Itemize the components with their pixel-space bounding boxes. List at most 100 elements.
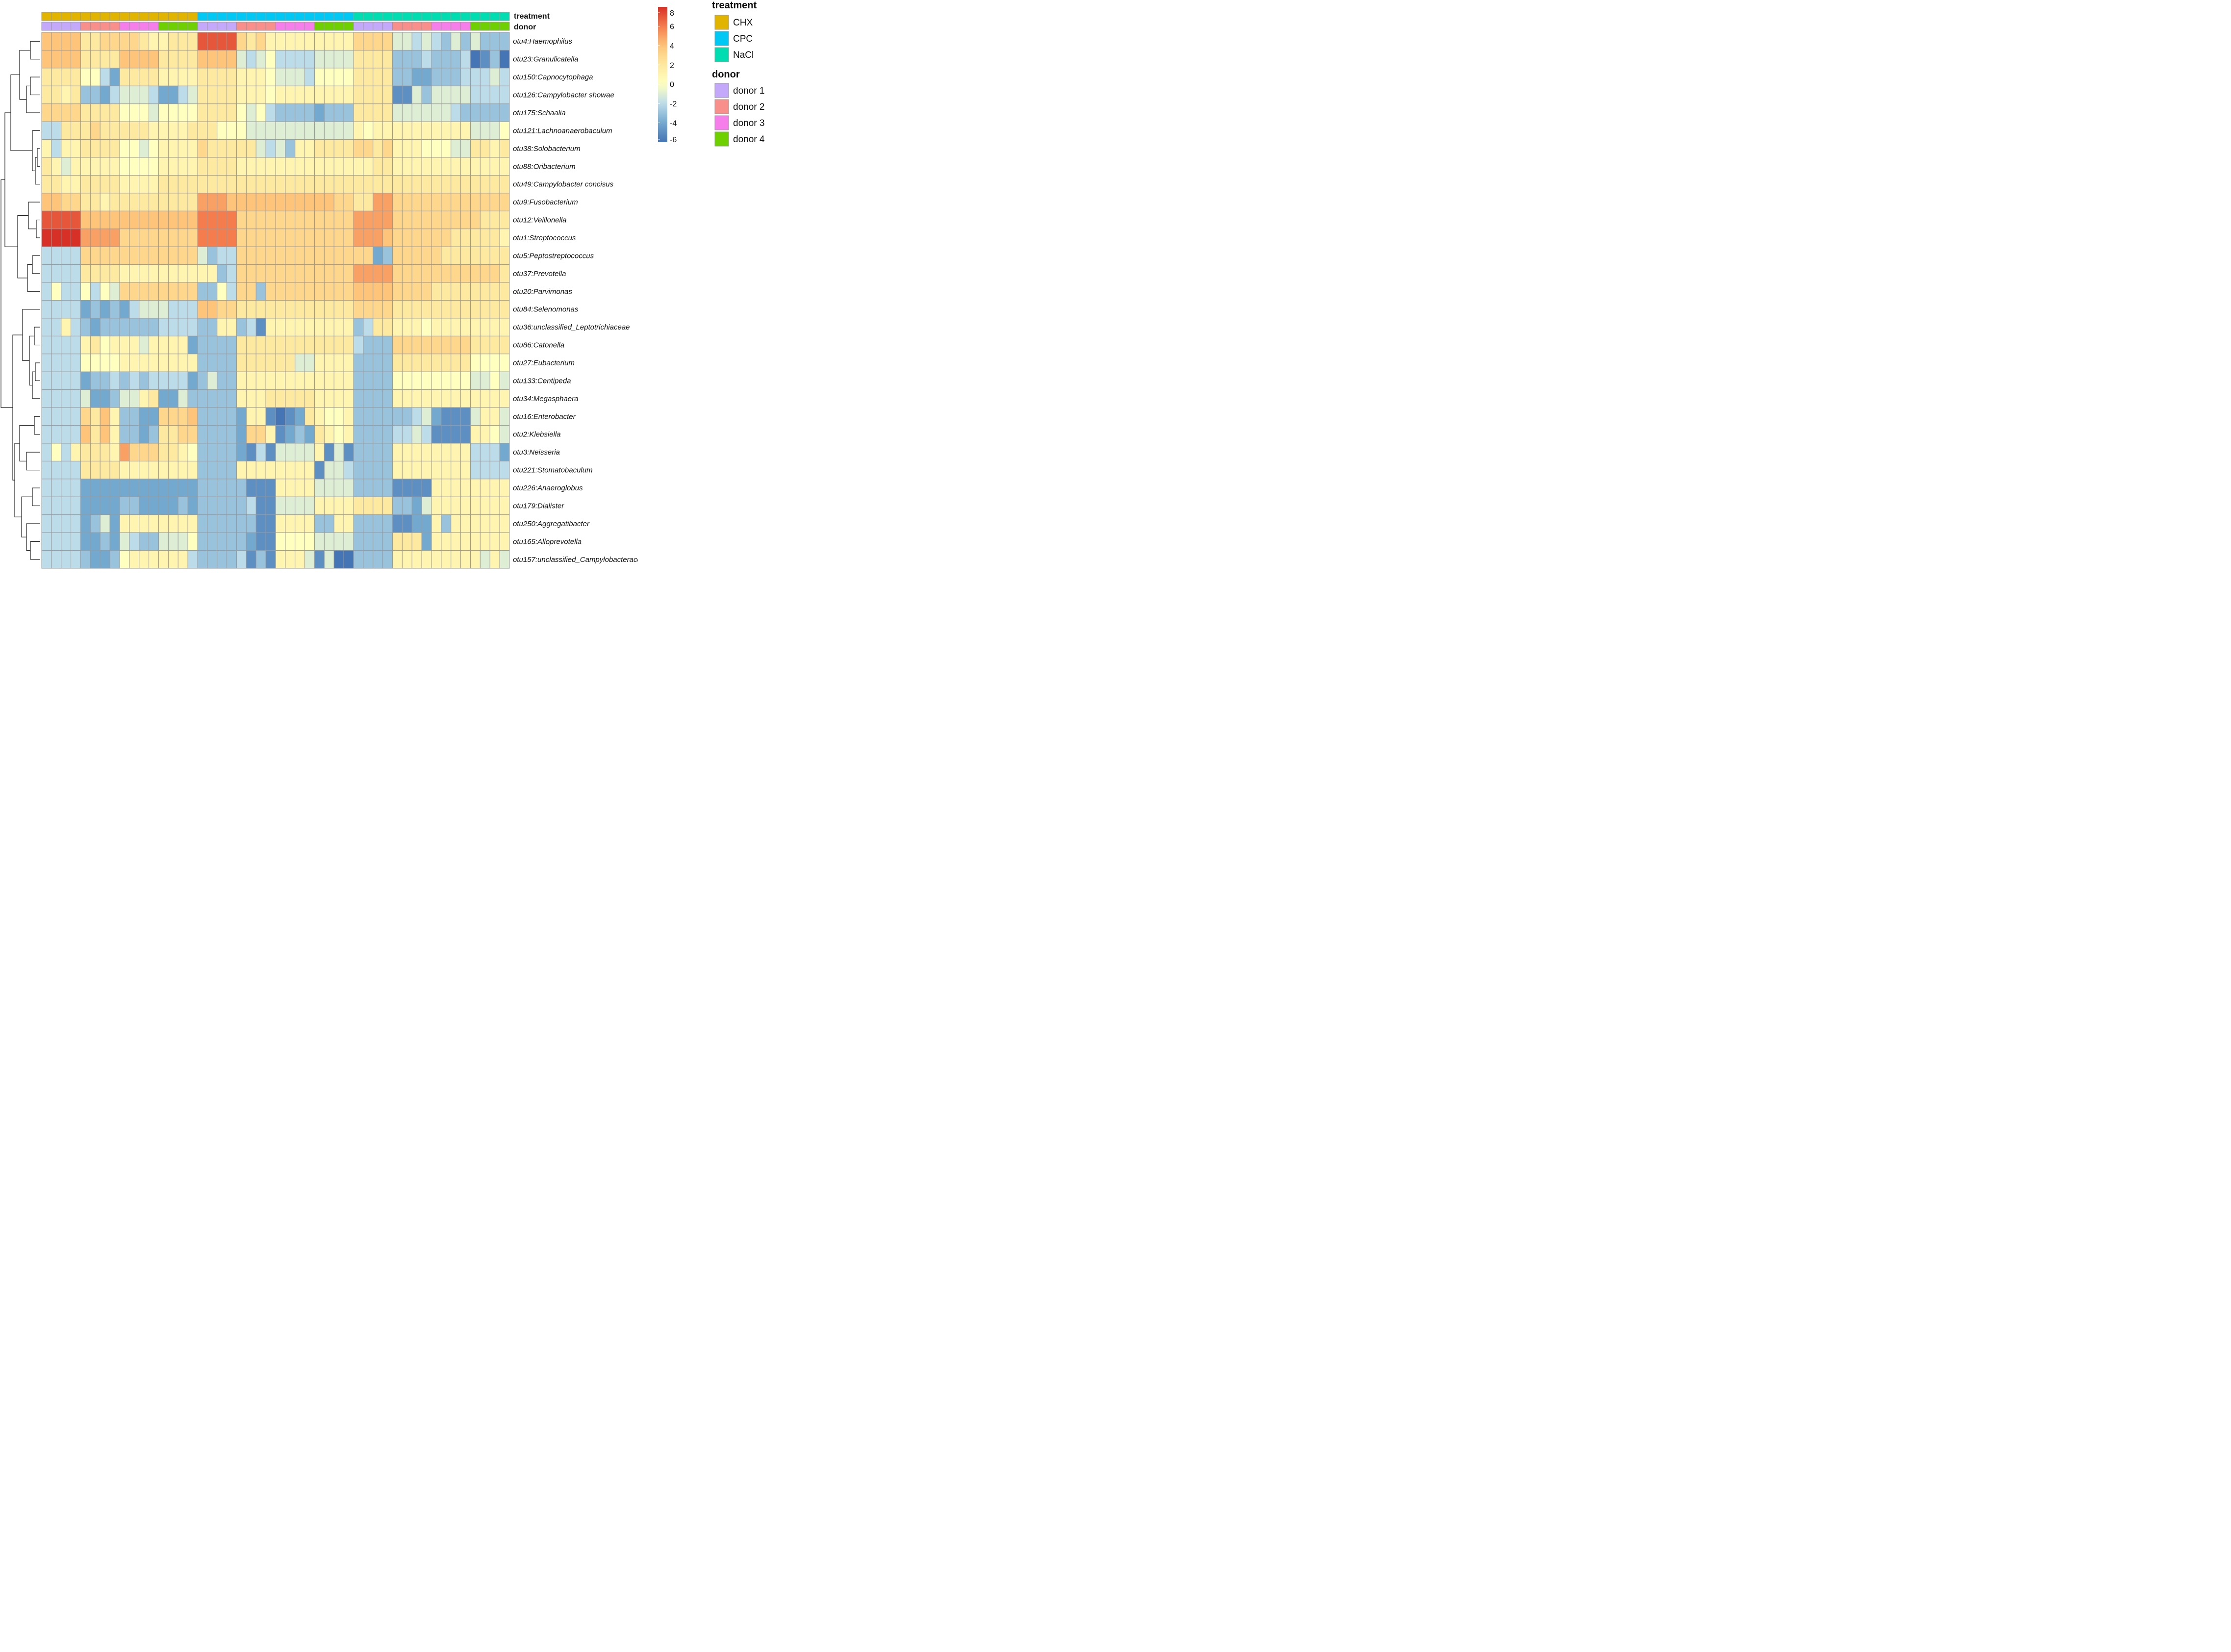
heatmap-cell: [158, 193, 169, 211]
heatmap-cell: [168, 157, 178, 176]
heatmap-cell: [295, 335, 305, 355]
heatmap-cell: [217, 550, 228, 569]
heatmap-cell: [168, 229, 178, 247]
heatmap-cell: [177, 68, 188, 86]
heatmap-cell: [421, 335, 432, 355]
donor-annotation-cell: [119, 22, 130, 31]
heatmap-cell: [158, 121, 169, 140]
heatmap-cell: [480, 85, 490, 104]
heatmap-cell: [207, 193, 218, 211]
heatmap-cell: [402, 443, 412, 461]
heatmap-cell: [363, 157, 374, 176]
colorbar-tick-label: -2: [670, 100, 677, 108]
heatmap-cell: [139, 371, 150, 390]
heatmap-cell: [71, 210, 81, 229]
heatmap-cell: [392, 85, 403, 104]
heatmap-cell: [333, 68, 344, 86]
heatmap-cell: [499, 496, 510, 515]
heatmap-cell: [402, 496, 412, 515]
heatmap-cell: [109, 229, 120, 247]
heatmap-cell: [129, 50, 140, 69]
heatmap-cell: [431, 157, 442, 176]
heatmap-cell: [255, 103, 266, 122]
heatmap-cell: [460, 157, 471, 176]
heatmap-cell: [236, 425, 247, 444]
heatmap-cell: [373, 318, 383, 336]
heatmap-cell: [265, 318, 276, 336]
heatmap-cell: [100, 264, 110, 283]
heatmap-cell: [392, 175, 403, 194]
row-label: otu36:unclassified_Leptotrichiaceae: [513, 323, 630, 331]
heatmap-cell: [343, 264, 354, 283]
heatmap-cell: [431, 68, 442, 86]
heatmap-cell: [168, 460, 178, 480]
heatmap-cell: [119, 121, 130, 140]
heatmap-cell: [168, 85, 178, 104]
heatmap-cell: [392, 50, 403, 69]
heatmap-cell: [275, 425, 286, 444]
treatment-annotation-cell: [168, 12, 178, 21]
heatmap-cell: [324, 443, 334, 461]
heatmap-cell: [324, 371, 334, 390]
heatmap-cell: [139, 460, 150, 480]
heatmap-cell: [402, 550, 412, 569]
heatmap-cell: [470, 443, 481, 461]
heatmap-cell: [431, 139, 442, 158]
heatmap-cell: [275, 460, 286, 480]
heatmap-cell: [421, 389, 432, 408]
heatmap-cell: [119, 246, 130, 265]
heatmap-cell: [246, 264, 256, 283]
heatmap-cell: [480, 68, 490, 86]
heatmap-cell: [197, 514, 208, 533]
heatmap-cell: [421, 210, 432, 229]
heatmap-cell: [314, 103, 325, 122]
heatmap-cell: [149, 229, 159, 247]
heatmap-cell: [227, 229, 237, 247]
heatmap-cell: [470, 264, 481, 283]
heatmap-cell: [149, 121, 159, 140]
heatmap-cell: [373, 371, 383, 390]
heatmap-cell: [246, 354, 256, 372]
heatmap-cell: [460, 389, 471, 408]
heatmap-cell: [177, 389, 188, 408]
heatmap-cell: [382, 175, 393, 194]
heatmap-cell: [168, 479, 178, 497]
heatmap-cell: [353, 157, 364, 176]
heatmap-cell: [255, 371, 266, 390]
heatmap-cell: [392, 264, 403, 283]
heatmap-cell: [392, 335, 403, 355]
heatmap-cell: [197, 407, 208, 426]
heatmap-cell: [343, 175, 354, 194]
donor-annotation-cell: [246, 22, 256, 31]
heatmap-cell: [285, 85, 296, 104]
heatmap-cell: [207, 550, 218, 569]
heatmap-cell: [343, 407, 354, 426]
donor-annotation-cell: [71, 22, 81, 31]
heatmap-cell: [285, 532, 296, 551]
donor-annotation-label: donor: [514, 23, 536, 31]
heatmap-cell: [246, 532, 256, 551]
heatmap-cell: [61, 300, 72, 319]
heatmap-cell: [255, 32, 266, 51]
donor-annotation-cell: [197, 22, 208, 31]
heatmap-cell: [489, 68, 500, 86]
heatmap-cell: [353, 85, 364, 104]
heatmap-cell: [411, 550, 422, 569]
heatmap-cell: [460, 32, 471, 51]
heatmap-cell: [246, 318, 256, 336]
heatmap-cell: [149, 335, 159, 355]
heatmap-cell: [460, 550, 471, 569]
heatmap-cell: [489, 121, 500, 140]
heatmap-cell: [489, 407, 500, 426]
dendrogram-branch: [37, 148, 40, 167]
heatmap-cell: [431, 50, 442, 69]
heatmap-cell: [80, 514, 91, 533]
heatmap-cell: [80, 175, 91, 194]
heatmap-cell: [158, 103, 169, 122]
heatmap-cell: [470, 246, 481, 265]
treatment-legend-label: CHX: [733, 18, 753, 28]
heatmap-cell: [100, 335, 110, 355]
heatmap-cell: [51, 318, 62, 336]
heatmap-cell: [90, 157, 101, 176]
